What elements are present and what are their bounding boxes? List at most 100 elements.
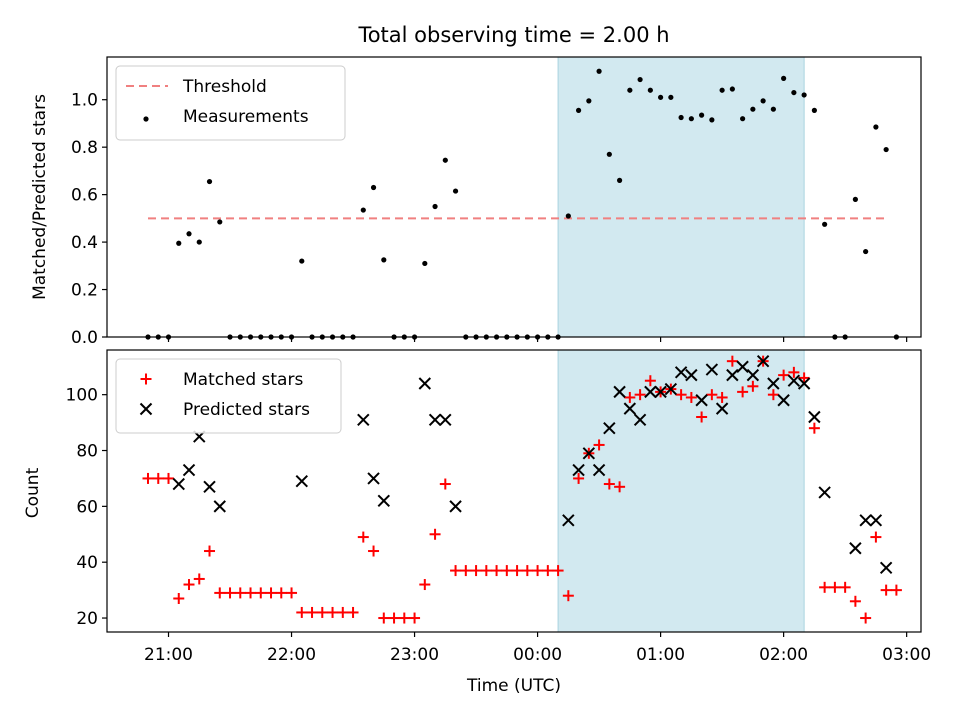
top-point	[688, 116, 694, 122]
bottom-x-tick-label: 02:00	[759, 645, 808, 665]
top-point	[658, 94, 664, 100]
bottom-matched-point	[737, 386, 749, 398]
bottom-predicted-point	[797, 377, 811, 390]
bottom-matched-point	[470, 565, 482, 577]
x-b	[418, 377, 432, 390]
bottom-matched-point	[880, 584, 892, 596]
bottom-predicted-point	[572, 463, 585, 477]
top-point	[186, 231, 192, 237]
bottom-predicted-point	[428, 413, 442, 427]
top-point	[791, 89, 797, 96]
bottom-matched-point	[511, 565, 523, 577]
x-b	[654, 385, 667, 399]
bottom-matched-point	[480, 565, 492, 577]
bottom-predicted-point	[664, 382, 678, 396]
x-b	[797, 377, 811, 390]
bottom-matched-point	[450, 565, 462, 577]
bottom-predicted-point	[295, 475, 308, 488]
bottom-x-tick-label: 21:00	[144, 645, 193, 665]
x-b	[879, 561, 893, 574]
legend-box	[115, 65, 346, 141]
bottom-matched-point	[644, 375, 656, 387]
top-point	[627, 87, 633, 93]
x-b	[357, 413, 370, 427]
top-point	[360, 207, 366, 213]
bottom-matched-point	[501, 565, 513, 577]
bottom-predicted-point	[818, 486, 831, 499]
x-b	[439, 413, 452, 427]
bottom-y-axis-label: Count	[23, 467, 43, 518]
bottom-matched-point	[860, 612, 872, 624]
bottom-predicted-point	[695, 394, 708, 407]
bottom-matched-point	[562, 590, 574, 602]
x-b	[172, 477, 185, 491]
top-point	[176, 240, 182, 246]
bottom-predicted-point	[674, 366, 688, 379]
top-point	[801, 92, 807, 98]
x-b	[685, 368, 698, 382]
x-b	[449, 500, 462, 513]
bottom-matched-point	[409, 612, 421, 624]
top-panel: 0.0 0.2 0.4 0.6 0.8 1.0 Threshold Measurements	[71, 56, 922, 348]
bottom-matched-point	[142, 472, 154, 484]
bottom-predicted-point	[582, 447, 596, 460]
top-point	[422, 260, 428, 267]
bottom-matched-point	[265, 587, 277, 599]
legend-label: Matched stars	[183, 370, 303, 390]
bottom-matched-point	[839, 581, 851, 593]
bottom-matched-point	[388, 612, 400, 624]
x-b	[592, 463, 606, 477]
bottom-matched-point	[532, 565, 544, 577]
top-y-tick-label: 1.0	[71, 91, 98, 111]
top-point	[668, 94, 674, 100]
bottom-matched-point	[296, 606, 308, 618]
bottom-predicted-point	[562, 514, 575, 527]
bottom-matched-point	[439, 478, 451, 490]
bottom-predicted-point	[357, 413, 370, 427]
top-point	[883, 146, 889, 153]
x-b	[664, 382, 678, 396]
bottom-y-tick-label: 80	[76, 442, 98, 462]
bottom-predicted-point	[859, 514, 872, 527]
bottom-predicted-point	[449, 500, 462, 513]
bottom-matched-point	[675, 389, 687, 401]
bottom-predicted-point	[879, 561, 893, 574]
bottom-matched-point	[798, 372, 810, 384]
bottom-matched-point	[685, 391, 697, 403]
x-b	[582, 447, 596, 460]
bottom-matched-point	[767, 389, 779, 401]
x-axis-label: Time (UTC)	[466, 676, 561, 696]
legend-x-b	[139, 402, 153, 416]
top-point	[432, 203, 438, 210]
top-legend: Threshold Measurements	[115, 65, 346, 141]
top-point	[863, 248, 869, 255]
bottom-matched-point	[398, 612, 410, 624]
bottom-predicted-point	[644, 385, 657, 399]
bottom-predicted-point	[849, 542, 862, 555]
bottom-matched-point	[614, 481, 626, 493]
bottom-matched-point	[491, 565, 503, 577]
bottom-predicted-point	[633, 413, 647, 427]
bottom-matched-point	[696, 411, 708, 423]
bottom-matched-point	[152, 472, 164, 484]
bottom-matched-point	[193, 573, 205, 585]
top-axes-frame	[106, 56, 922, 338]
bottom-matched-point	[234, 587, 246, 599]
x-b	[182, 463, 196, 477]
bottom-matched-point	[378, 612, 390, 624]
top-point	[370, 184, 377, 191]
bottom-matched-point	[706, 389, 718, 401]
x-b	[746, 368, 760, 382]
top-point	[781, 75, 787, 81]
legend-measurement-swatch	[143, 116, 149, 122]
x-b	[849, 542, 862, 555]
bottom-matched-point	[245, 587, 257, 599]
x-b	[428, 413, 442, 427]
bottom-matched-point	[819, 581, 831, 593]
bottom-predicted-point	[787, 374, 801, 387]
bottom-predicted-point	[367, 472, 380, 485]
bottom-matched-point	[173, 592, 185, 604]
top-point	[719, 87, 725, 93]
bottom-matched-point	[726, 355, 738, 367]
